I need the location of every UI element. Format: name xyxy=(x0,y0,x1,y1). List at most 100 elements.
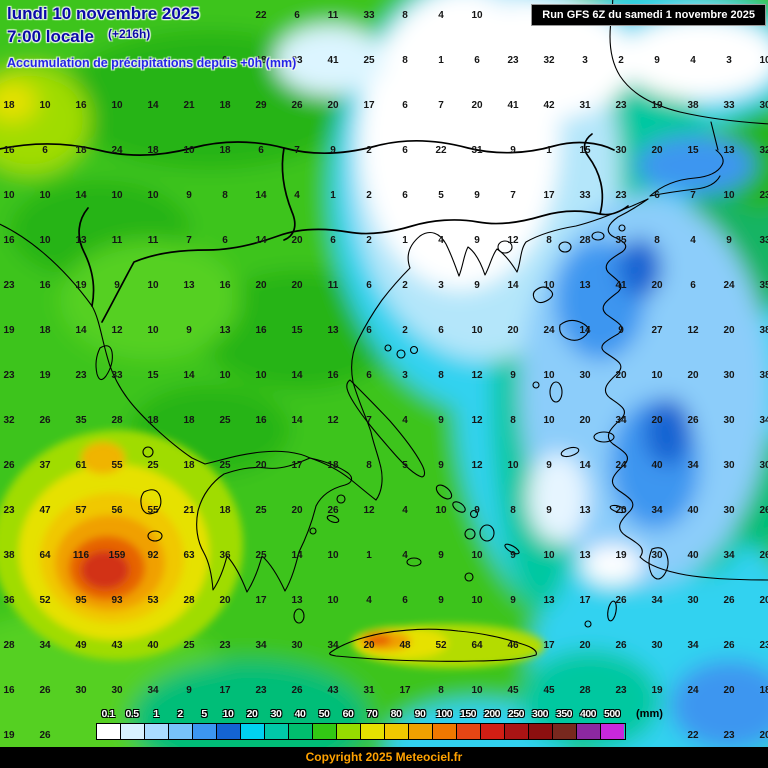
precip-value: 14 xyxy=(75,325,87,336)
precip-value: 38 xyxy=(759,370,768,381)
precip-value: 19 xyxy=(651,100,663,111)
precip-value: 52 xyxy=(435,640,447,651)
precip-value: 20 xyxy=(579,640,591,651)
precip-value: 10 xyxy=(39,235,51,246)
precip-value: 23 xyxy=(3,505,15,516)
precip-value: 34 xyxy=(327,640,339,651)
precip-value: 30 xyxy=(651,550,663,561)
precip-value: 10 xyxy=(471,10,483,21)
precip-value: 18 xyxy=(183,415,195,426)
precip-value: 93 xyxy=(111,595,123,606)
precip-value: 46 xyxy=(507,640,519,651)
precip-value: 10 xyxy=(543,370,555,381)
precip-value: 26 xyxy=(759,505,768,516)
copyright-bar: Copyright 2025 Meteociel.fr xyxy=(0,747,768,768)
precip-value: 12 xyxy=(471,460,483,471)
precip-value: 18 xyxy=(327,460,339,471)
precip-value: 30 xyxy=(111,685,123,696)
precip-value: 95 xyxy=(75,595,87,606)
precip-value: 13 xyxy=(291,595,303,606)
legend-value-label: 1 xyxy=(153,708,159,720)
precip-value: 9 xyxy=(474,190,480,201)
precip-value: 7 xyxy=(186,235,192,246)
precip-value: 8 xyxy=(510,415,516,426)
precip-value: 10 xyxy=(3,190,15,201)
precip-value: 35 xyxy=(615,235,627,246)
country-borders xyxy=(0,133,629,323)
legend-color-swatch xyxy=(121,724,145,739)
precip-value: 31 xyxy=(579,100,591,111)
precip-value: 9 xyxy=(546,505,552,516)
precip-value: 1 xyxy=(366,550,372,561)
precip-value: 3 xyxy=(582,55,588,66)
precip-value: 28 xyxy=(579,235,591,246)
precip-value: 18 xyxy=(219,100,231,111)
precip-value: 41 xyxy=(327,55,339,66)
precip-value: 26 xyxy=(723,640,735,651)
precip-value: 33 xyxy=(579,190,591,201)
precip-value: 27 xyxy=(651,325,663,336)
precip-value: 9 xyxy=(474,505,480,516)
precip-value: 20 xyxy=(363,640,375,651)
precip-value: 8 xyxy=(402,55,408,66)
precip-value: 28 xyxy=(579,685,591,696)
precip-value: 4 xyxy=(402,550,408,561)
precip-value: 13 xyxy=(579,280,591,291)
precip-value: 34 xyxy=(147,685,159,696)
precip-value: 8 xyxy=(438,370,444,381)
precip-value: 20 xyxy=(723,685,735,696)
precip-value: 11 xyxy=(328,10,339,21)
precip-value: 49 xyxy=(75,640,87,651)
precip-value: 4 xyxy=(366,595,372,606)
precip-value: 30 xyxy=(723,460,735,471)
legend-color-swatch xyxy=(457,724,481,739)
legend-color-swatch xyxy=(337,724,361,739)
legend-color-swatch xyxy=(97,724,121,739)
precip-value: 13 xyxy=(723,145,735,156)
precip-value: 23 xyxy=(759,190,768,201)
precip-value: 38 xyxy=(3,550,15,561)
copyright-text: Copyright 2025 Meteociel.fr xyxy=(305,750,463,764)
precip-value: 10 xyxy=(759,55,768,66)
precip-value: 32 xyxy=(543,55,555,66)
precip-value: 14 xyxy=(291,550,303,561)
precip-value: 6 xyxy=(42,145,48,156)
precip-value: 15 xyxy=(147,370,159,381)
precip-value: 6 xyxy=(690,280,696,291)
precip-value: 26 xyxy=(39,685,51,696)
precip-value: 18 xyxy=(219,145,231,156)
precip-value: 9 xyxy=(618,325,624,336)
precip-value: 8 xyxy=(222,190,228,201)
precip-value: 14 xyxy=(579,460,591,471)
precip-value: 20 xyxy=(687,370,699,381)
precip-value: 26 xyxy=(3,460,15,471)
precip-value: 17 xyxy=(255,595,267,606)
precip-value: 14 xyxy=(507,280,519,291)
precip-value: 9 xyxy=(474,235,480,246)
precip-value: 1 xyxy=(546,145,552,156)
run-info-label: Run GFS 6Z du samedi 1 novembre 2025 xyxy=(542,9,755,21)
precip-value: 6 xyxy=(438,325,444,336)
legend-value-label: 60 xyxy=(342,708,354,720)
precip-value: 33 xyxy=(363,10,375,21)
precip-value: 20 xyxy=(291,280,303,291)
precip-value: 18 xyxy=(147,415,159,426)
precip-value: 5 xyxy=(438,190,444,201)
precip-value: 7 xyxy=(366,415,372,426)
precip-value: 10 xyxy=(471,550,483,561)
precip-value: 16 xyxy=(3,685,15,696)
legend-color-bar xyxy=(96,723,626,740)
legend-color-swatch xyxy=(553,724,577,739)
precip-value: 20 xyxy=(291,235,303,246)
precip-value: 6 xyxy=(402,190,408,201)
precip-value: 1 xyxy=(402,235,408,246)
precip-value: 4 xyxy=(690,235,696,246)
precip-value: 20 xyxy=(255,460,267,471)
legend-unit: (mm) xyxy=(636,708,663,720)
precip-value: 30 xyxy=(579,370,591,381)
precip-value: 52 xyxy=(39,595,51,606)
coastlines xyxy=(0,0,768,662)
precip-value: 10 xyxy=(471,325,483,336)
precip-value: 4 xyxy=(690,55,696,66)
